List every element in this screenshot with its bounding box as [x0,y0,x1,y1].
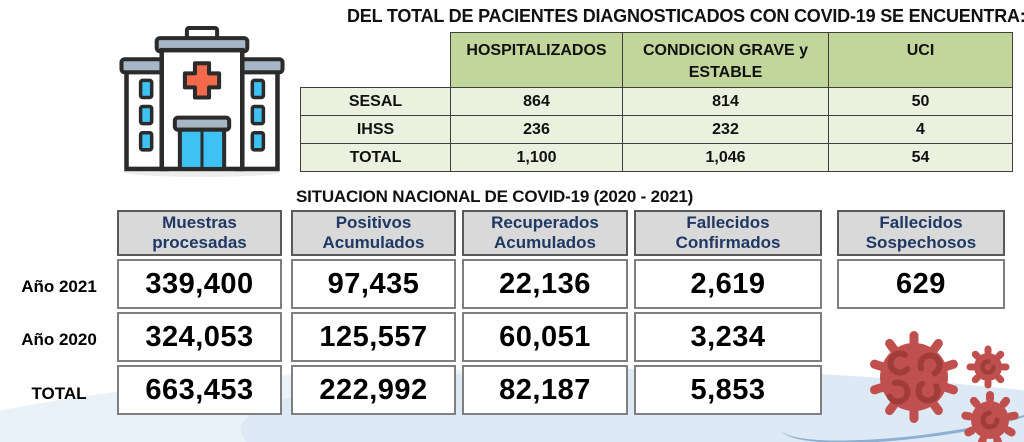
stat-column-header: Fallecidos Confirmados [634,210,822,256]
stat-column-header: Fallecidos Sospechosos [837,210,1005,256]
row-label-ano-2020: Año 2020 [21,330,97,349]
cell-value: 864 [450,87,623,116]
table-row-ihss: IHSS 236 232 4 [300,115,1013,144]
stat-value-2021: 339,400 [117,259,282,309]
stat-value-total: 663,453 [117,365,282,415]
cell-value: 4 [828,115,1013,144]
col-header-condicion-grave: CONDICION GRAVE y ESTABLE [622,32,829,88]
coronavirus-icon-small-bottom [961,391,1019,442]
stat-value-total: 82,187 [462,365,628,415]
coronavirus-icon-small-top [966,345,1010,389]
blank-corner-cell [301,33,451,88]
coronavirus-icon-large [870,331,958,423]
table-header-row: HOSPITALIZADOS CONDICION GRAVE y ESTABLE… [301,32,1013,88]
stat-column-recuperados: Recuperados Acumulados 22,136 60,051 82,… [462,210,628,415]
stat-value-2020: 3,234 [634,312,822,362]
stat-value-total: 5,853 [634,365,822,415]
row-label: SESAL [300,87,451,116]
cell-value: 1,046 [622,143,829,172]
table-row-sesal: SESAL 864 814 50 [300,87,1013,116]
stat-value-2021: 2,619 [634,259,822,309]
cell-value: 54 [828,143,1013,172]
row-label: IHSS [300,115,451,144]
hospitalization-table: HOSPITALIZADOS CONDICION GRAVE y ESTABLE… [300,32,1013,172]
stat-value-2020: 324,053 [117,312,282,362]
table-row-total: TOTAL 1,100 1,046 54 [300,143,1013,172]
cell-value: 1,100 [450,143,623,172]
stat-value-total: 222,992 [291,365,456,415]
stat-value-2020: 125,557 [291,312,456,362]
coronavirus-icons [848,325,1020,442]
stat-column-header: Muestras procesadas [117,210,282,256]
hospital-building-icon [106,22,298,178]
row-label: TOTAL [300,143,451,172]
stat-value-2021: 97,435 [291,259,456,309]
stat-value-2020: 60,051 [462,312,628,362]
row-label-total: TOTAL [31,384,87,403]
stat-column-header: Positivos Acumulados [291,210,456,256]
cell-value: 814 [622,87,829,116]
stat-column-fallecidos-confirmados: Fallecidos Confirmados 2,619 3,234 5,853 [634,210,822,415]
cell-value: 232 [622,115,829,144]
row-label-ano-2021: Año 2021 [21,277,97,296]
stat-column-fallecidos-sospechosos: Fallecidos Sospechosos 629 [837,210,1005,309]
stat-value-2021: 22,136 [462,259,628,309]
stat-column-muestras: Muestras procesadas 339,400 324,053 663,… [117,210,282,415]
top-title: DEL TOTAL DE PACIENTES DIAGNOSTICADOS CO… [347,6,1024,26]
stat-value-2021: 629 [837,259,1005,309]
cell-value: 50 [828,87,1013,116]
stat-column-positivos: Positivos Acumulados 97,435 125,557 222,… [291,210,456,415]
national-situation-title: SITUACION NACIONAL DE COVID-19 (2020 - 2… [296,187,694,206]
col-header-uci: UCI [828,32,1013,88]
stat-column-header: Recuperados Acumulados [462,210,628,256]
col-header-hospitalizados: HOSPITALIZADOS [450,32,623,88]
cell-value: 236 [450,115,623,144]
